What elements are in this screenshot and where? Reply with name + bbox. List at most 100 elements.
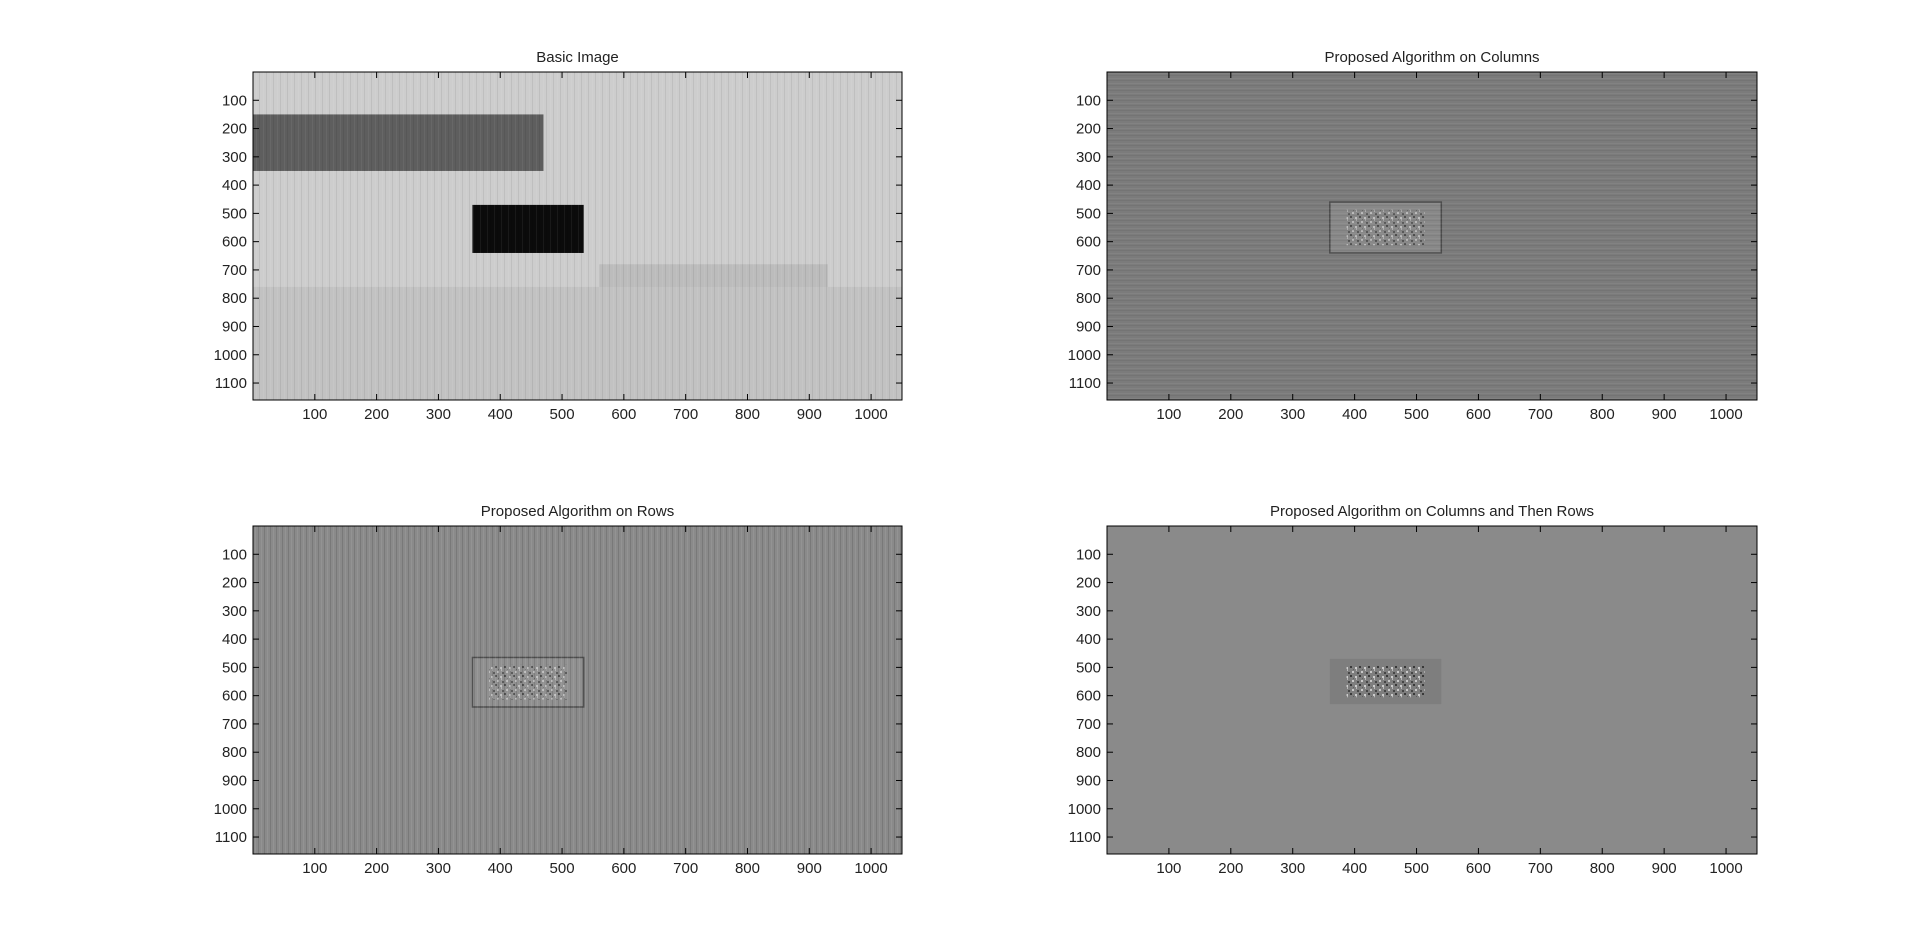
y-tick-label: 1000: [1068, 347, 1101, 364]
image-area: [253, 526, 902, 854]
image-area: [253, 72, 902, 400]
y-tick-label: 200: [222, 121, 247, 138]
stripe-texture: [1107, 72, 1757, 400]
x-tick-label: 1000: [854, 860, 887, 877]
chart-title: Basic Image: [536, 49, 619, 66]
y-tick-label: 700: [1076, 262, 1101, 279]
x-tick-label: 100: [302, 406, 327, 423]
y-tick-label: 800: [222, 290, 247, 307]
y-tick-label: 100: [1076, 546, 1101, 563]
x-tick-label: 300: [1280, 406, 1305, 423]
axes-frame: [1106, 525, 1758, 855]
y-tick-label: 800: [222, 744, 247, 761]
chart-title: Proposed Algorithm on Columns and Then R…: [1270, 503, 1594, 520]
chart-title: Proposed Algorithm on Rows: [481, 503, 674, 520]
y-tick-label: 400: [1076, 631, 1101, 648]
x-tick-label: 700: [673, 860, 698, 877]
x-tick-label: 100: [302, 860, 327, 877]
y-tick-label: 700: [222, 262, 247, 279]
x-tick-label: 600: [1466, 406, 1491, 423]
x-tick-label: 500: [1404, 406, 1429, 423]
x-tick-label: 200: [364, 406, 389, 423]
y-tick-label: 1000: [214, 801, 247, 818]
x-tick-label: 600: [611, 406, 636, 423]
x-tick-label: 800: [735, 406, 760, 423]
x-tick-label: 1000: [1709, 406, 1742, 423]
y-tick-label: 800: [1076, 744, 1101, 761]
y-tick-label: 900: [1076, 318, 1101, 335]
x-tick-label: 400: [488, 406, 513, 423]
x-tick-label: 500: [550, 406, 575, 423]
x-tick-label: 800: [1590, 860, 1615, 877]
feature-texture: [1346, 665, 1425, 698]
image-area: [1107, 526, 1757, 854]
y-tick-label: 900: [1076, 772, 1101, 789]
y-tick-label: 1100: [1069, 375, 1101, 392]
x-tick-label: 700: [673, 406, 698, 423]
y-tick-label: 100: [1076, 92, 1101, 109]
x-tick-label: 600: [611, 860, 636, 877]
x-tick-label: 400: [1342, 860, 1367, 877]
x-tick-label: 300: [426, 860, 451, 877]
y-tick-label: 1000: [1068, 801, 1101, 818]
y-tick-label: 200: [222, 575, 247, 592]
y-tick-label: 600: [1076, 688, 1101, 705]
y-tick-label: 600: [222, 234, 247, 251]
x-tick-label: 100: [1156, 406, 1181, 423]
y-tick-label: 500: [222, 205, 247, 222]
y-tick-label: 700: [1076, 716, 1101, 733]
panel-3: 100 200 300 400 500 600 700 800 900 1000 100 200 300…: [214, 503, 903, 877]
y-tick-label: 1000: [214, 347, 247, 364]
x-tick-label: 100: [1156, 860, 1181, 877]
x-tick-label: 900: [797, 406, 822, 423]
y-tick-label: 500: [1076, 659, 1101, 676]
y-tick-label: 1100: [1069, 829, 1101, 846]
y-tick-label: 400: [1076, 177, 1101, 194]
y-tick-label: 300: [1076, 149, 1101, 166]
x-tick-label: 500: [1404, 860, 1429, 877]
y-tick-label: 400: [222, 177, 247, 194]
axes-frame: [252, 525, 903, 855]
x-tick-label: 700: [1528, 860, 1553, 877]
x-tick-label: 300: [1280, 860, 1305, 877]
y-tick-label: 600: [222, 688, 247, 705]
y-tick-label: 1100: [215, 375, 247, 392]
axes-frame: [1106, 71, 1758, 401]
x-tick-label: 200: [1218, 406, 1243, 423]
y-tick-label: 200: [1076, 121, 1101, 138]
x-tick-label: 600: [1466, 860, 1491, 877]
x-tick-label: 200: [1218, 860, 1243, 877]
x-tick-label: 400: [488, 860, 513, 877]
y-tick-label: 300: [222, 149, 247, 166]
x-tick-label: 1000: [1709, 860, 1742, 877]
y-tick-label: 300: [1076, 603, 1101, 620]
x-tick-label: 200: [364, 860, 389, 877]
y-tick-label: 500: [1076, 205, 1101, 222]
image-area: [1107, 72, 1757, 400]
panel-1: 100 200 300 400 500 600 700 800 900 1000 100 200 300…: [214, 49, 903, 423]
stripe-texture: [253, 72, 902, 400]
y-tick-label: 100: [222, 92, 247, 109]
x-tick-label: 1000: [854, 406, 887, 423]
y-tick-label: 300: [222, 603, 247, 620]
panel-2: 100 200 300 400 500 600 700 800 900 1000 100 200 300…: [1068, 49, 1758, 423]
x-tick-label: 700: [1528, 406, 1553, 423]
x-tick-label: 800: [735, 860, 760, 877]
y-tick-label: 100: [222, 546, 247, 563]
y-tick-label: 900: [222, 772, 247, 789]
x-tick-label: 500: [550, 860, 575, 877]
y-tick-label: 700: [222, 716, 247, 733]
x-tick-label: 400: [1342, 406, 1367, 423]
y-tick-label: 900: [222, 318, 247, 335]
x-tick-label: 900: [1652, 860, 1677, 877]
y-tick-label: 800: [1076, 290, 1101, 307]
chart-title: Proposed Algorithm on Columns: [1324, 49, 1539, 66]
panel-4: 100 200 300 400 500 600 700 800 900 1000 100 200 300…: [1068, 503, 1758, 877]
y-tick-label: 500: [222, 659, 247, 676]
stripe-texture: [253, 526, 902, 854]
y-tick-label: 1100: [215, 829, 247, 846]
x-tick-label: 300: [426, 406, 451, 423]
x-tick-label: 900: [797, 860, 822, 877]
axes-frame: [252, 71, 903, 401]
